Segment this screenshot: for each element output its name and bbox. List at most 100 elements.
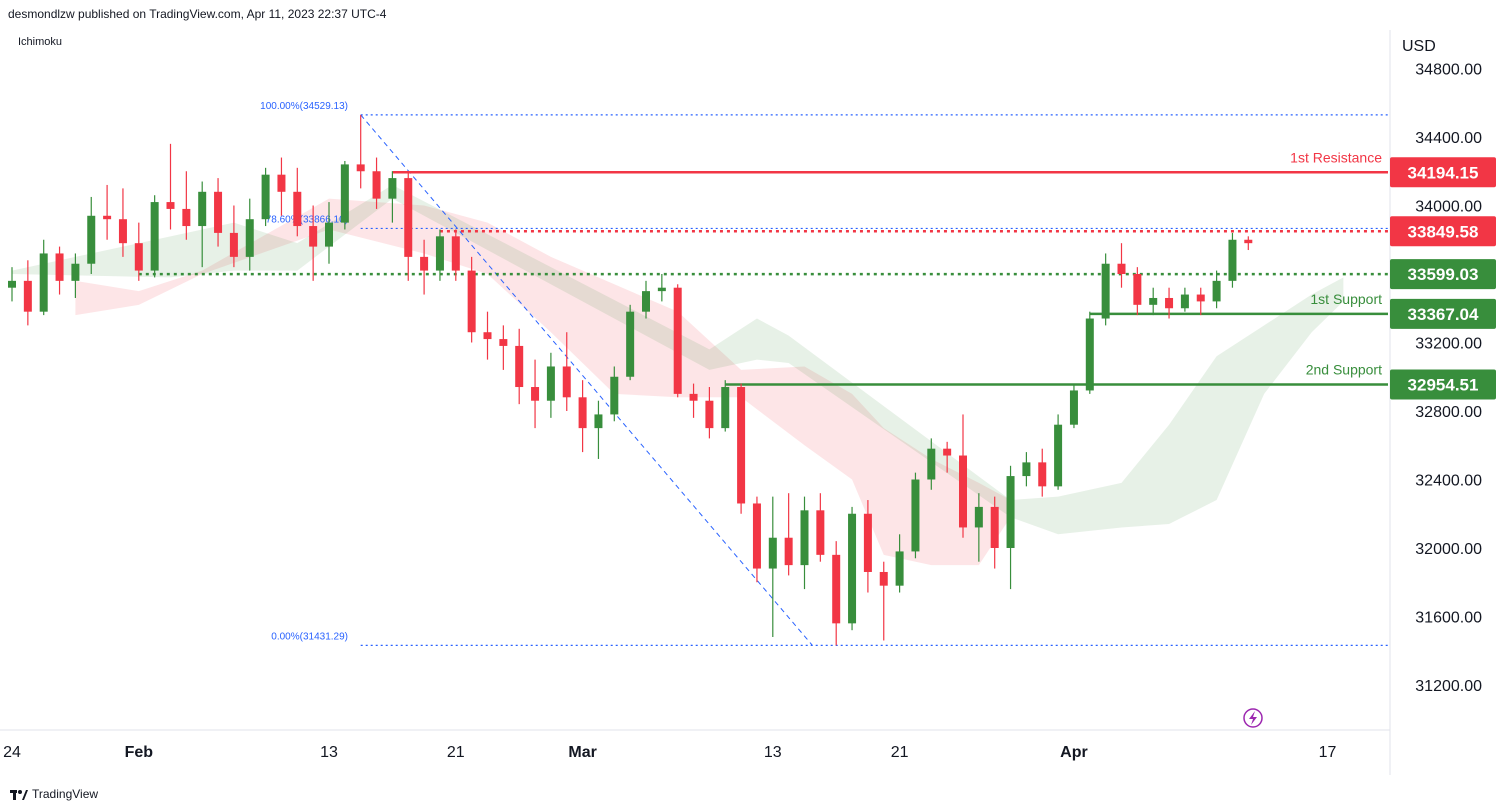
candle-body-54 [863,513,872,572]
candle-body-15 [245,219,254,257]
candle-body-6 [103,215,112,220]
badge-resistance1 [1390,157,1496,188]
candle-body-32 [515,345,524,388]
fib-label-0: 100.00%(34529.13) [260,101,348,112]
candle-body-23 [372,171,381,199]
candle-body-31 [499,339,508,346]
candle-body-43 [689,393,698,401]
badge-support1 [1390,298,1496,329]
y-tick-1: 34400.00 [1415,130,1482,147]
candle-body-16 [261,174,270,220]
candle-body-20 [325,222,333,247]
candle-body-66 [1054,424,1063,487]
candle-body-41 [657,287,666,292]
candle-body-19 [309,226,318,247]
badge-support2 [1390,369,1496,400]
candle-body-49 [784,537,793,566]
candle-body-5 [87,215,96,264]
lightning-icon[interactable] [1243,708,1263,728]
candle-body-63 [1006,476,1015,548]
candle-body-24 [388,178,397,199]
fib-label-1: 78.60%(33866.10) [266,214,348,225]
candle-body-40 [642,291,650,312]
level-label-resistance1: 1st Resistance [1290,149,1382,165]
candle-body-57 [911,479,920,552]
x-tick-1: Feb [125,744,154,761]
y-tick-8: 31600.00 [1415,610,1482,627]
level-label-support2: 2nd Support [1306,362,1382,378]
candle-body-70 [1117,263,1126,274]
fib-label-2: 0.00%(31431.29) [271,631,348,642]
candle-body-45 [721,387,730,429]
footer-brand: TradingView [32,787,99,801]
indicator-label: Ichimoku [18,36,63,48]
candle-body-35 [562,366,571,398]
footer: TradingView [10,787,98,801]
candles [8,114,1253,646]
candle-body-39 [626,311,635,377]
badge-text-resistance-dotted: 33849.58 [1408,222,1479,241]
candle-body-12 [198,191,207,227]
cloud-bullish [12,184,1344,535]
candle-body-48 [768,537,777,569]
tradingview-logo-icon [10,789,28,800]
candle-body-1 [23,280,32,312]
candle-body-26 [420,256,429,271]
candle-body-10 [166,202,175,209]
candle-body-60 [959,455,967,528]
time-axis[interactable]: 24 Feb 13 21 Mar 13 21 Apr 17 [3,744,1336,761]
candle-body-27 [435,236,444,271]
candle-body-65 [1038,462,1047,487]
candle-body-28 [451,236,460,271]
candle-body-2 [39,253,48,312]
candle-body-38 [610,376,619,415]
x-tick-2: 13 [320,744,338,761]
x-tick-4: Mar [568,744,596,761]
candle-body-30 [483,332,492,340]
badge-text-pivot-dotted: 33599.03 [1408,265,1479,284]
candle-body-46 [737,387,746,504]
candle-body-67 [1069,390,1078,425]
y-tick-2: 34000.00 [1415,199,1482,216]
candle-body-37 [594,414,603,429]
y-tick-9: 31200.00 [1415,678,1482,695]
candle-body-42 [673,287,682,394]
candle-body-0 [8,280,16,288]
candle-body-3 [55,253,64,281]
candle-body-68 [1085,318,1094,391]
candle-body-33 [531,387,540,401]
x-tick-7: Apr [1060,744,1088,761]
level-lines: 1st Resistance 1st Support 2nd Support [138,149,1388,386]
candle-body-56 [895,551,904,586]
candle-body-53 [848,513,857,624]
candle-body-78 [1244,239,1253,244]
candle-body-58 [927,448,936,480]
candle-body-8 [134,243,143,271]
candle-body-76 [1212,280,1221,302]
candle-body-25 [404,178,413,257]
currency-label: USD [1402,38,1436,55]
price-badges: 34194.15 33849.58 33599.03 33367.04 32954.51 [1390,157,1496,400]
badge-resistance-dotted [1390,216,1496,247]
fibonacci-retracement: 100.00%(34529.13) 78.60%(33866.10) 0.00%(3… [260,101,1388,646]
candle-body-51 [816,510,825,555]
x-tick-5: 13 [764,744,782,761]
candle-body-69 [1101,263,1110,319]
candle-body-73 [1165,297,1174,309]
publisher-line: desmondlzw published on TradingView.com,… [8,7,387,21]
candle-body-18 [293,191,302,227]
candle-body-64 [1022,462,1031,477]
badge-text-resistance1: 34194.15 [1408,163,1479,182]
candle-body-36 [578,397,587,429]
candle-body-72 [1149,297,1158,305]
badge-text-support1: 33367.04 [1408,305,1479,324]
y-tick-5: 32800.00 [1415,404,1482,421]
candle-body-22 [356,164,365,172]
candle-body-17 [277,174,286,192]
badge-text-support2: 32954.51 [1408,376,1479,395]
candle-body-14 [229,232,238,257]
fib-trend-line [360,114,813,646]
candle-body-9 [150,202,159,271]
candle-body-44 [705,400,714,429]
